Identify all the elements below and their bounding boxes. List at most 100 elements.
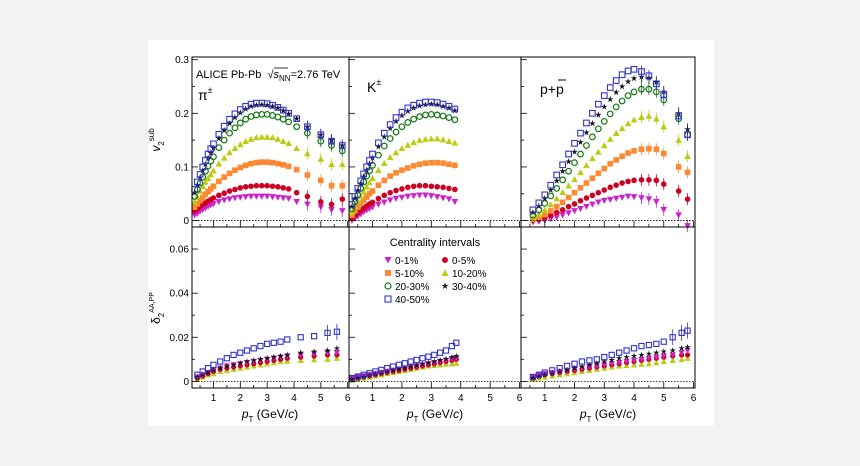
data-point [631, 148, 637, 154]
data-point [293, 115, 301, 123]
data-point [243, 347, 251, 354]
data-point [563, 362, 571, 370]
data-point [593, 359, 601, 367]
data-point [541, 211, 548, 218]
figure-frame: 1 2 3 4 5 6 1 2 3 4 5 6 1 2 3 4 5 6 0 0.1 0.2 0.3 0 0.02 0.04 0.0… [147, 40, 714, 426]
data-point [630, 65, 638, 73]
data-point [311, 351, 318, 357]
data-point [660, 150, 667, 157]
data-point [333, 328, 341, 335]
x-tick-label: 1 [542, 393, 548, 404]
data-point [247, 102, 255, 110]
data-point [199, 167, 207, 174]
data-point [333, 350, 341, 356]
data-point [553, 195, 560, 202]
data-point [653, 349, 660, 356]
data-point [386, 121, 394, 128]
data-point [284, 336, 291, 343]
data-point [529, 374, 537, 381]
data-point [416, 161, 423, 168]
data-point [253, 111, 260, 119]
data-point [625, 150, 631, 156]
data-point [221, 174, 228, 180]
data-point [263, 193, 271, 200]
data-point [646, 145, 652, 152]
data-point [360, 188, 368, 195]
data-point [366, 370, 373, 377]
legend-marker-tri-up [441, 269, 449, 276]
data-point [675, 136, 682, 143]
data-point [324, 347, 331, 354]
bottom-ylabel: δ2AA,PP [149, 292, 166, 324]
data-point [624, 193, 632, 200]
data-point [413, 362, 420, 369]
data-point [226, 115, 233, 123]
data-point [392, 114, 400, 121]
data-point [210, 140, 217, 148]
data-point [293, 123, 301, 131]
data-point [684, 352, 691, 358]
data-point [553, 203, 560, 210]
data-point [571, 201, 578, 207]
data-point [428, 193, 435, 200]
data-point [410, 193, 417, 200]
data-point [380, 133, 388, 140]
x-tick-label: 4 [291, 393, 297, 404]
data-point [232, 167, 238, 173]
top-ylabel-sub: 2 [157, 141, 166, 146]
data-point [535, 373, 543, 380]
data-point [248, 160, 254, 167]
data-point [446, 185, 452, 192]
data-point [451, 105, 459, 113]
data-point [419, 360, 426, 367]
data-point [601, 358, 608, 365]
data-point [440, 184, 446, 191]
legend-entry: 10-20% [441, 269, 487, 280]
data-point [216, 178, 222, 185]
data-point [304, 150, 311, 157]
data-point [210, 183, 217, 190]
data-point [297, 357, 304, 364]
pion-symbol: π [198, 87, 208, 103]
data-point [247, 193, 255, 200]
data-point [434, 159, 441, 166]
legend-marker-square [385, 270, 391, 276]
data-point [366, 372, 373, 379]
data-point [630, 194, 638, 201]
data-point [612, 195, 620, 202]
data-point [284, 357, 291, 364]
data-point [220, 122, 228, 130]
xlabel-kaon: pT (GeV/c) [406, 407, 463, 424]
data-point [425, 359, 432, 366]
data-point [339, 196, 346, 202]
legend-title: Centrality intervals [390, 237, 481, 249]
data-point [442, 357, 450, 364]
data-point [448, 342, 456, 350]
data-point [264, 159, 270, 165]
data-point [684, 196, 691, 202]
data-point [547, 208, 554, 214]
data-point [232, 186, 238, 193]
data-point [646, 177, 652, 183]
data-point [210, 167, 217, 174]
data-point [253, 193, 260, 200]
data-point [297, 334, 304, 341]
data-point [242, 183, 249, 190]
data-point [375, 195, 382, 202]
data-point [284, 351, 291, 358]
data-point [565, 157, 573, 165]
data-point [623, 358, 630, 365]
data-point [445, 104, 453, 111]
data-point [638, 361, 645, 367]
data-point [223, 355, 231, 362]
data-point [410, 183, 417, 190]
data-point [547, 181, 555, 189]
data-point [226, 196, 233, 203]
data-point [386, 124, 394, 132]
data-point [431, 351, 438, 359]
data-point [541, 191, 549, 199]
data-point [236, 119, 244, 127]
data-point [230, 351, 237, 359]
data-point [257, 342, 264, 350]
data-point [678, 329, 685, 337]
